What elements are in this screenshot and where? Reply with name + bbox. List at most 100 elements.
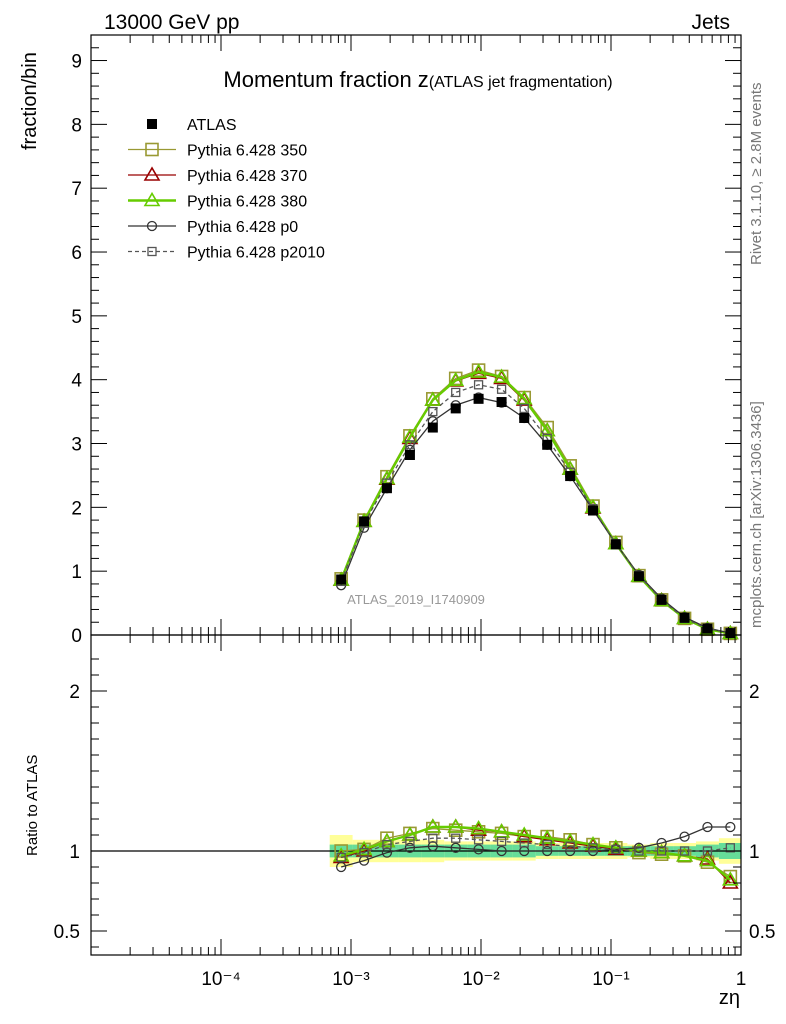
series-5-ratio-point <box>336 852 346 863</box>
data-point <box>587 505 598 516</box>
bottom-panel-frame <box>90 634 742 956</box>
legend: ATLAS Pythia 6.428 350 Pythia 6.428 370 Pyt… <box>128 117 325 262</box>
series-5-ratio-point <box>428 833 438 843</box>
series-5-ratio-point <box>359 847 369 858</box>
y-tick-label-top: 9 <box>71 52 82 73</box>
data-point <box>404 450 415 460</box>
y-tick-label-top: 1 <box>71 562 82 583</box>
series-4-ratio-point <box>542 845 553 857</box>
series-3-ratio-point <box>538 829 556 845</box>
series-5-ratio-point <box>656 846 667 856</box>
series-5-ratio-point <box>405 836 415 847</box>
axes: 10⁻⁴ 10⁻³ 10⁻² 10⁻¹ 1 0 1 2 3 4 5 6 7 8 9 0.5 0.5 1 1 2 2 <box>54 34 775 990</box>
legend-label: Pythia 6.428 p2010 <box>187 245 325 262</box>
y-tick-label-bottom-right: 1 <box>749 842 760 863</box>
series-5-point <box>519 403 529 414</box>
legend-label: Pythia 6.428 350 <box>187 143 307 160</box>
series-5-ratio-point <box>565 841 575 851</box>
y-tick-label-top: 5 <box>71 307 82 328</box>
analysis-id-label: ATLAS_2019_I1740909 <box>347 592 485 607</box>
data-point <box>450 403 461 414</box>
data-point <box>725 628 736 639</box>
data-point <box>633 571 644 582</box>
y-tick-label-bottom-left: 0.5 <box>54 922 80 943</box>
y-tick-label-bottom-left: 1 <box>69 842 80 863</box>
header-beam-label: 13000 GeV pp <box>104 11 239 34</box>
series-3-point <box>493 368 510 383</box>
top-y-axis-title: fraction/bin <box>19 52 41 150</box>
series-3-point <box>401 428 419 443</box>
x-tick-label: 10⁻⁴ <box>201 969 240 990</box>
series-3-point <box>538 422 556 437</box>
series-4-ratio-point <box>725 821 736 833</box>
data-point <box>542 439 553 450</box>
legend-marker <box>146 220 158 232</box>
mcplots-label: mcplots.cern.ch [arXiv:1306.3436] <box>748 401 765 628</box>
data-point <box>496 397 507 408</box>
series-1-point <box>540 420 554 435</box>
y-tick-label-top: 8 <box>71 115 82 136</box>
series-5-ratio-point <box>382 839 392 850</box>
legend-marker <box>145 142 159 157</box>
header-process-label: Jets <box>691 11 730 34</box>
series-5-ratio-point <box>588 843 598 853</box>
series-2-ratio-point <box>721 874 739 889</box>
series-3-ratio-point <box>401 826 419 841</box>
y-tick-label-top: 2 <box>71 498 82 519</box>
y-tick-label-top: 0 <box>71 626 82 647</box>
series-4-ratio-point <box>450 842 461 853</box>
series-5-ratio-point <box>519 838 529 848</box>
x-tick-label: 10⁻² <box>462 969 500 990</box>
series-3-ratio-point <box>470 820 487 835</box>
series-5-ratio-point <box>702 846 713 856</box>
series-3-point <box>447 371 465 387</box>
x-tick-label: 10⁻¹ <box>592 969 630 990</box>
x-axis-title: zη <box>719 987 740 1009</box>
data-point <box>565 471 576 482</box>
legend-marker <box>147 246 157 257</box>
plot-title-main: Momentum fraction z <box>223 67 428 92</box>
series-3-ratio-point <box>721 871 739 886</box>
y-tick-label-bottom-right: 0.5 <box>749 922 775 943</box>
data-point <box>427 422 438 433</box>
legend-label: ATLAS <box>187 117 237 134</box>
legend-label: Pythia 6.428 370 <box>187 168 307 185</box>
rivet-version-label: Rivet 3.1.10, ≥ 2.8M events <box>748 83 765 266</box>
series-5-point <box>496 384 507 394</box>
legend-label: Pythia 6.428 p0 <box>187 219 298 236</box>
series-3-ratio-point <box>699 852 716 867</box>
y-tick-label-top: 4 <box>71 371 82 392</box>
series-5-point <box>428 406 438 417</box>
series-3-point <box>424 391 442 406</box>
y-tick-label-top: 7 <box>71 179 82 200</box>
data-point <box>519 412 530 423</box>
series-5-ratio-point <box>496 836 507 847</box>
series-4-ratio-point <box>473 844 484 855</box>
y-tick-label-bottom-right: 2 <box>749 682 760 703</box>
data-point <box>610 539 621 550</box>
ratio-panel-series <box>332 818 739 889</box>
series-5-ratio-point <box>473 835 484 845</box>
series-5-ratio-point <box>611 844 621 855</box>
series-5-ratio-point <box>542 839 552 850</box>
series-4-ratio-point <box>336 861 347 873</box>
legend-marker <box>143 191 161 207</box>
series-3-ratio-point <box>515 826 533 841</box>
series-4-ratio-point <box>679 831 690 842</box>
series-2-ratio-point <box>699 850 716 865</box>
series-3-ratio-point <box>447 818 465 833</box>
data-point <box>336 574 347 585</box>
series-4-ratio-point <box>496 845 507 857</box>
data-point <box>359 516 370 527</box>
data-point <box>473 393 484 404</box>
series-5-ratio-point <box>679 846 690 856</box>
series-5-point <box>473 380 484 390</box>
series-4-ratio-point <box>702 821 713 833</box>
series-1-ratio-point <box>380 831 394 846</box>
legend-marker <box>147 119 157 129</box>
x-tick-label: 10⁻³ <box>332 969 370 990</box>
main-panel-series <box>332 363 739 641</box>
series-5-ratio-point <box>634 846 644 856</box>
series-5-ratio-point <box>451 833 461 843</box>
